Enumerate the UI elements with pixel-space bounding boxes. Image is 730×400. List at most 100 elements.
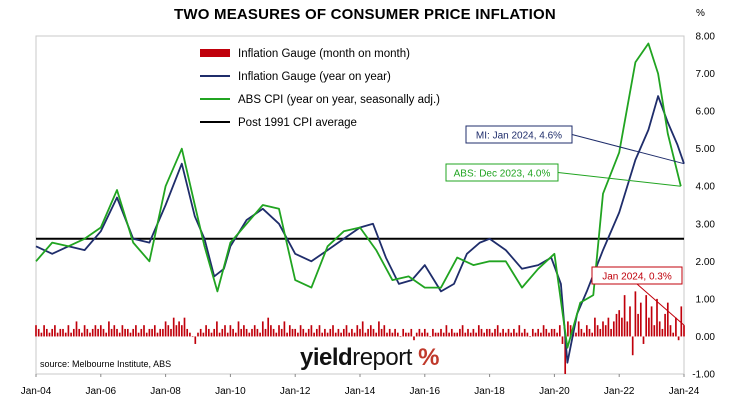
mom-bar <box>588 328 591 337</box>
mom-bar <box>172 317 175 337</box>
x-tick-label: Jan-10 <box>215 386 246 397</box>
mom-bar <box>664 313 666 337</box>
mom-bar <box>361 321 364 337</box>
mom-bar <box>537 328 540 337</box>
y-tick-label: 6.00 <box>696 107 716 118</box>
mom-bar <box>132 328 135 337</box>
mom-bar <box>680 306 683 337</box>
y-axis-unit: % <box>696 8 705 19</box>
mom-bar <box>294 328 297 337</box>
mom-bar <box>86 328 89 337</box>
source-note: source: Melbourne Institute, ABS <box>40 359 172 369</box>
mom-bar <box>288 325 291 337</box>
x-tick-label: Jan-24 <box>669 386 700 397</box>
mom-bar <box>48 332 51 337</box>
mom-bar <box>650 306 653 337</box>
mom-bar <box>364 332 367 337</box>
mom-bar <box>513 328 515 337</box>
mom-bar <box>148 328 151 337</box>
mom-bar <box>210 332 213 337</box>
callout-mom-label: Jan 2024, 0.3% <box>602 272 672 283</box>
brand-logo: yieldreport % <box>300 344 439 372</box>
mom-bar <box>534 332 537 337</box>
mom-bar <box>81 332 83 337</box>
mom-bar <box>183 317 186 337</box>
mom-bar <box>618 310 621 337</box>
mom-bar <box>199 328 202 337</box>
mom-bar <box>243 325 245 337</box>
mom-bar <box>297 332 299 337</box>
mom-bar <box>232 328 234 337</box>
mom-bar <box>556 332 558 337</box>
mom-bar <box>291 328 294 337</box>
mom-bar <box>394 328 396 337</box>
plot-area-border <box>35 35 685 375</box>
mom-bar <box>380 328 383 337</box>
mom-bar <box>253 325 256 337</box>
mom-bar <box>639 302 642 337</box>
mom-bar <box>356 325 359 337</box>
mom-bar <box>186 328 189 337</box>
mom-bar <box>64 332 67 337</box>
mom-bar <box>488 328 491 337</box>
callout-mi-box <box>465 125 573 144</box>
mom-bar <box>623 295 626 337</box>
y-tick-label: 2.00 <box>696 257 716 268</box>
mom-bar <box>596 325 599 337</box>
mom-bar <box>72 328 75 337</box>
mom-bar <box>334 332 337 337</box>
mom-bar <box>372 328 375 337</box>
mom-bar <box>78 328 81 337</box>
mom-bar <box>653 325 656 337</box>
mom-bar <box>267 317 270 337</box>
mom-bar <box>521 332 523 337</box>
mom-bar <box>569 325 572 337</box>
callout-abs-box <box>445 163 559 182</box>
mom-bar <box>240 328 243 337</box>
mom-bar <box>156 332 159 337</box>
mom-bar <box>656 298 658 337</box>
callout-mom-leader <box>636 283 685 326</box>
mom-bar <box>124 328 126 337</box>
mom-bar <box>467 328 469 337</box>
mom-bar <box>99 325 102 337</box>
legend-label: Inflation Gauge (month on month) <box>238 48 410 60</box>
mom-bar <box>245 328 248 337</box>
mom-bar <box>45 328 48 337</box>
legend-label: Post 1991 CPI average <box>238 117 357 129</box>
mom-bar <box>434 332 437 337</box>
mom-bar <box>369 325 372 337</box>
mom-bar <box>321 332 324 337</box>
mom-bar <box>140 328 143 337</box>
mom-bar <box>621 317 623 337</box>
mom-bar <box>666 302 669 337</box>
mom-bar <box>108 321 110 337</box>
mom-bar <box>658 321 661 337</box>
mom-bar <box>507 328 510 337</box>
mom-bar <box>615 313 618 337</box>
mom-bar <box>502 328 504 337</box>
mom-bar <box>607 317 610 337</box>
mom-bar <box>121 325 124 337</box>
mom-bar <box>229 325 232 337</box>
mom-bar <box>602 321 604 337</box>
mom-bar <box>531 328 534 337</box>
mom-bar <box>529 336 531 338</box>
mom-bar <box>591 332 594 337</box>
mom-bar <box>359 328 361 337</box>
mom-bar <box>558 325 561 337</box>
mom-bar <box>648 317 650 337</box>
brand-part-3: % <box>411 344 439 371</box>
mom-bar <box>143 325 145 337</box>
mom-bar <box>542 325 545 337</box>
mom-bar <box>637 313 639 337</box>
mom-bar <box>594 317 596 337</box>
mom-bar <box>315 328 318 337</box>
mom-bar <box>496 325 499 337</box>
mom-bar <box>326 332 329 337</box>
mom-bar <box>567 321 569 337</box>
y-tick-label: 8.00 <box>696 32 716 43</box>
mom-bar <box>318 325 321 337</box>
mom-bar <box>413 336 415 341</box>
